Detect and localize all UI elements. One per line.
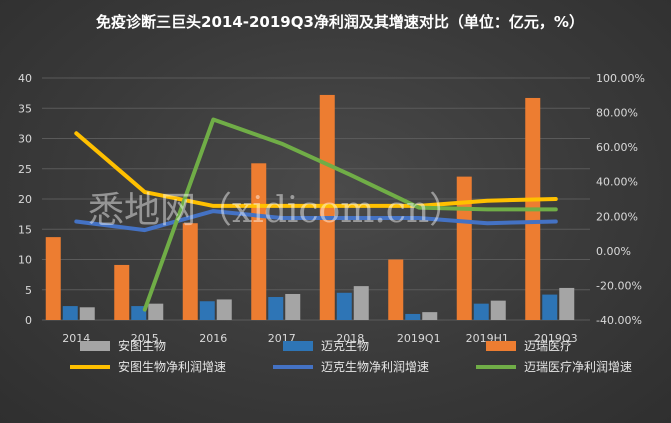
y2-tick-label: 60.00% bbox=[596, 141, 638, 154]
bar-迈瑞医疗 bbox=[251, 163, 267, 320]
legend-swatch bbox=[283, 341, 313, 351]
chart-title: 免疫诊断三巨头2014-2019Q3净利润及其增速对比（单位：亿元，%） bbox=[96, 13, 584, 31]
y2-tick-label: 80.00% bbox=[596, 107, 638, 120]
y2-tick-label: -20.00% bbox=[596, 279, 642, 292]
y2-tick-label: 100.00% bbox=[596, 72, 645, 85]
bar-迈克生物 bbox=[473, 303, 489, 320]
legend-label: 迈克生物 bbox=[321, 339, 369, 353]
legend-label: 安图生物 bbox=[118, 338, 166, 353]
y-tick-label: 40 bbox=[18, 72, 32, 85]
x-tick-label: 2019Q1 bbox=[397, 332, 441, 345]
bar-安图生物 bbox=[422, 312, 438, 320]
bar-安图生物 bbox=[559, 287, 575, 320]
bar-迈瑞医疗 bbox=[388, 259, 404, 320]
bar-迈克生物 bbox=[542, 294, 558, 320]
line-迈克生物净利润增速 bbox=[74, 209, 558, 233]
legend-label: 迈瑞医疗 bbox=[524, 339, 572, 353]
bar-安图生物 bbox=[490, 300, 506, 320]
y-tick-label: 35 bbox=[18, 102, 32, 115]
y-tick-label: 30 bbox=[18, 133, 32, 146]
y-tick-label: 25 bbox=[18, 163, 32, 176]
bar-迈克生物 bbox=[268, 297, 284, 320]
legend-label: 迈克生物净利润增速 bbox=[321, 360, 429, 374]
bar-迈瑞医疗 bbox=[45, 237, 61, 320]
bar-安图生物 bbox=[285, 293, 301, 320]
watermark-text: 悉地网（xidicom.cn） bbox=[88, 190, 465, 231]
y-tick-label: 0 bbox=[25, 314, 32, 327]
bar-迈瑞医疗 bbox=[456, 176, 472, 320]
bar-迈克生物 bbox=[336, 292, 352, 320]
legend-label: 迈瑞医疗净利润增速 bbox=[524, 360, 632, 374]
line-安图生物净利润增速 bbox=[74, 131, 558, 208]
bar-series bbox=[45, 94, 575, 320]
y2-tick-label: 20.00% bbox=[596, 210, 638, 223]
bar-迈克生物 bbox=[199, 301, 215, 320]
legend-swatch bbox=[486, 341, 516, 351]
bar-迈瑞医疗 bbox=[114, 264, 130, 320]
legend-label: 安图生物净利润增速 bbox=[118, 359, 226, 374]
bar-迈瑞医疗 bbox=[182, 223, 198, 320]
bar-安图生物 bbox=[353, 286, 369, 320]
x-tick-label: 2018 bbox=[336, 332, 364, 345]
legend-swatch bbox=[80, 341, 110, 351]
axes: 0 5 10 15 20 25 30 35 40 -40.00% -20.00% 0.00% 20.00… bbox=[18, 72, 645, 345]
bar-安图生物 bbox=[148, 303, 164, 320]
line-series bbox=[74, 117, 558, 312]
y2-tick-label: 40.00% bbox=[596, 176, 638, 189]
y-tick-label: 20 bbox=[18, 193, 32, 206]
x-tick-label: 2015 bbox=[131, 332, 159, 345]
y-tick-label: 15 bbox=[18, 223, 32, 236]
bar-安图生物 bbox=[216, 299, 232, 320]
bar-迈克生物 bbox=[62, 306, 78, 320]
y-tick-label: 10 bbox=[18, 254, 32, 267]
bar-安图生物 bbox=[79, 307, 95, 320]
bar-迈克生物 bbox=[131, 306, 147, 320]
bar-迈克生物 bbox=[405, 313, 421, 320]
y2-tick-label: 0.00% bbox=[596, 245, 631, 258]
x-tick-label: 2016 bbox=[199, 332, 227, 345]
y-tick-label: 5 bbox=[25, 284, 32, 297]
line-迈瑞医疗净利润增速 bbox=[142, 117, 558, 312]
y2-tick-label: -40.00% bbox=[596, 314, 642, 327]
x-tick-label: 2019Q3 bbox=[534, 332, 578, 345]
